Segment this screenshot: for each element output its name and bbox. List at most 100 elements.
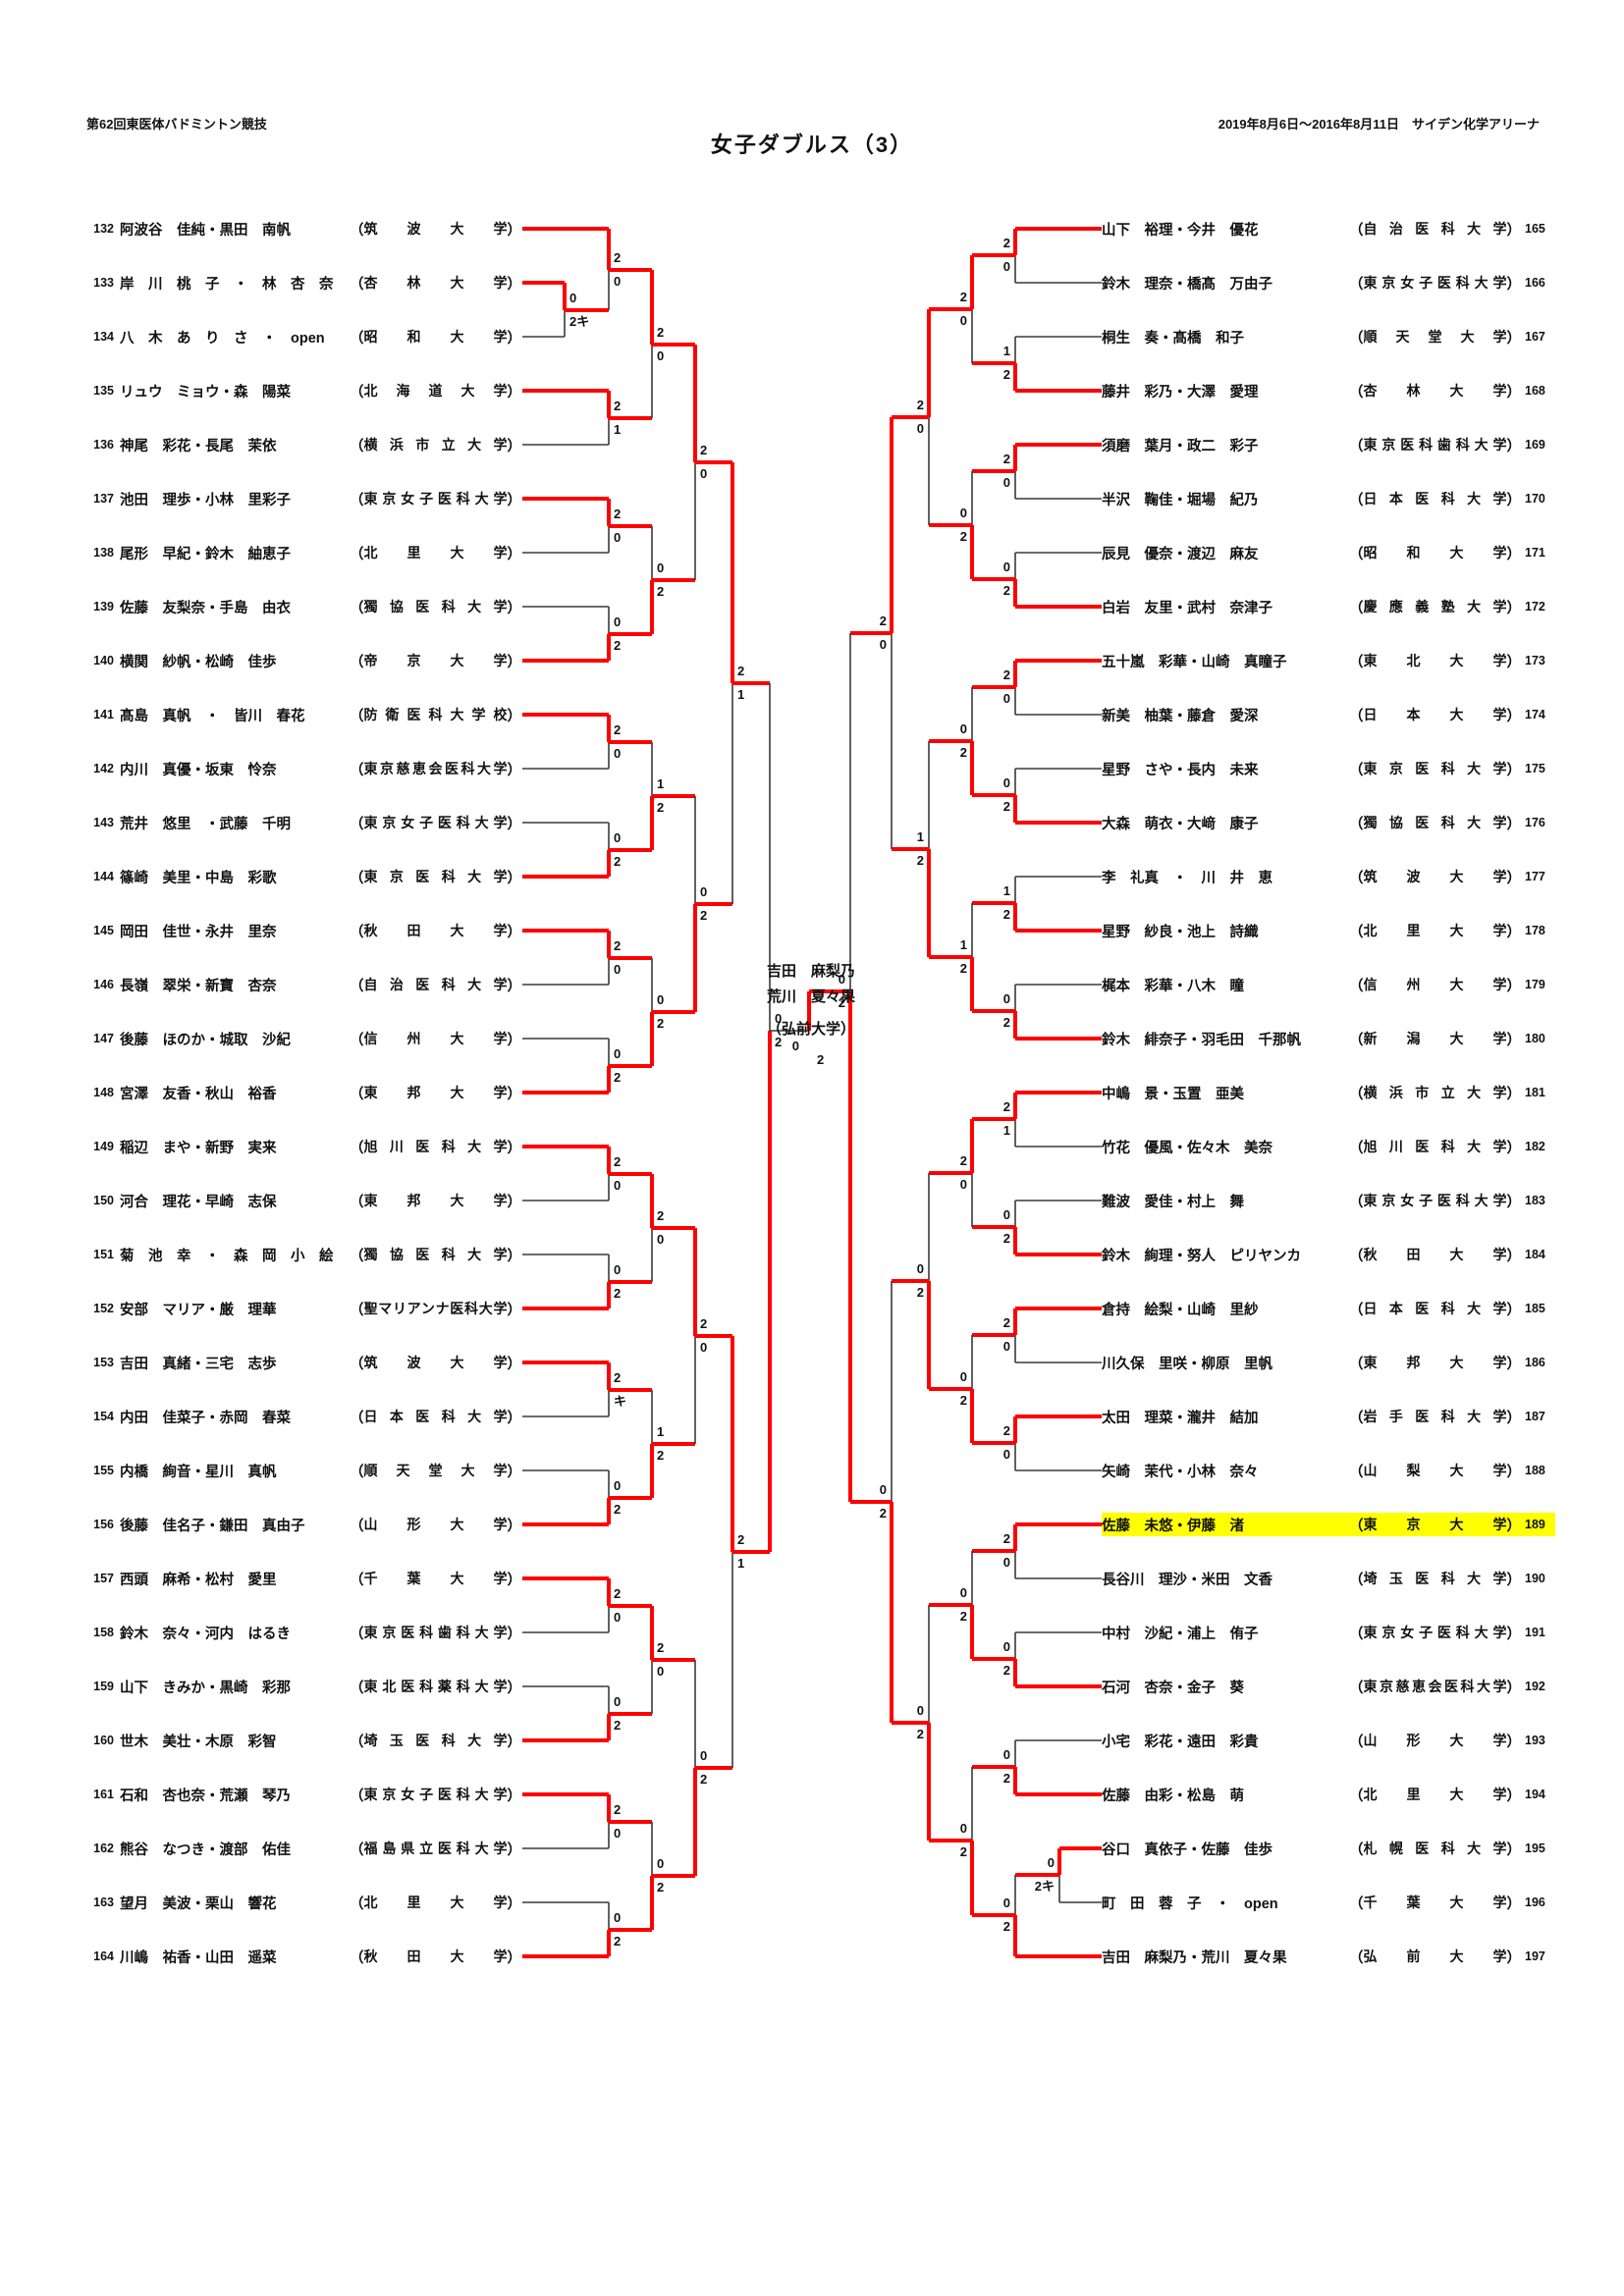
entry-players: 川久保 里咲・柳原 里帆	[1102, 1356, 1272, 1372]
entry-school: （獨協医科大学）	[350, 1247, 521, 1264]
entry-players: 星野 紗良・池上 詩織	[1102, 924, 1259, 940]
match-score: 0	[1002, 1555, 1010, 1570]
bracket-entry-155: 155 内橋 絢音・星川 真帆 （順天堂大学）	[84, 1459, 522, 1482]
match-score: 0	[614, 1262, 622, 1277]
entry-players: 五十嵐 彩華・山崎 真瞳子	[1102, 654, 1287, 670]
entry-number: 190	[1525, 1572, 1545, 1585]
match-score: 2	[737, 664, 745, 678]
entry-number: 177	[1525, 870, 1545, 883]
match-score: 2	[1002, 1531, 1010, 1546]
entry-school: （千葉大学）	[350, 1571, 521, 1588]
bracket-entry-137: 137 池田 理歩・小林 里彩子 （東京女子医科大学）	[84, 487, 522, 510]
match-score: 2	[959, 961, 967, 976]
entry-number: 161	[93, 1788, 114, 1801]
entry-school: （秋田大学）	[1349, 1247, 1521, 1264]
entry-number: 183	[1525, 1194, 1545, 1207]
entry-school: （昭和大学）	[1349, 545, 1521, 562]
bracket-entry-175: 星野 さや・長内 未来 （東京医科大学） 175	[1102, 757, 1555, 780]
entry-school: （東北大学）	[1349, 653, 1521, 670]
entry-players: 長谷川 理沙・米田 文香	[1102, 1572, 1272, 1588]
entry-school: （東京女子医科大学）	[1349, 1193, 1521, 1210]
match-score: 0	[1002, 1747, 1010, 1762]
entry-school: （東北医科薬科大学）	[350, 1679, 521, 1696]
bracket-entry-194: 佐藤 由彩・松島 萌 （北里大学） 194	[1102, 1783, 1555, 1806]
entry-players: 内川 真優・坂東 怜奈	[120, 762, 277, 778]
entry-players: 鈴木 理奈・橋髙 万由子	[1102, 276, 1272, 293]
entry-number: 191	[1525, 1626, 1545, 1639]
entry-players: 中嶋 景・玉置 亜美	[1102, 1086, 1244, 1102]
event-date-venue: 2019年8月6日～2016年8月11日 サイデン化学アリーナ	[1218, 117, 1540, 132]
match-score: 2	[959, 1609, 967, 1624]
entry-number: 171	[1525, 546, 1545, 560]
entry-players: 稲辺 まや・新野 実来	[120, 1140, 277, 1156]
bracket-entry-142: 142 内川 真優・坂東 怜奈 （東京慈恵会医科大学）	[84, 757, 522, 780]
match-score: 2	[1002, 1919, 1010, 1934]
match-score: 2	[879, 614, 887, 628]
match-score: 2	[959, 1393, 967, 1408]
match-score: 2	[614, 854, 622, 869]
entry-number: 153	[93, 1356, 114, 1369]
event-title: 第62回東医体バドミントン競技	[86, 117, 267, 132]
bracket-entry-169: 須磨 葉月・政二 彩子 （東京医科歯科大学） 169	[1102, 433, 1555, 456]
entry-players: 安部 マリア・厳 理華	[120, 1302, 277, 1318]
match-score: 0	[1002, 775, 1010, 790]
match-score: 0	[1002, 1339, 1010, 1354]
entry-number: 154	[93, 1410, 114, 1423]
bracket-entry-139: 139 佐藤 友梨奈・手島 由衣 （獨協医科大学）	[84, 595, 522, 618]
match-score: 2	[700, 1772, 708, 1787]
match-score: 1	[959, 937, 967, 952]
match-score: 1	[916, 829, 924, 844]
match-score: 2	[737, 1532, 745, 1547]
entry-school: （筑波大学）	[350, 1355, 521, 1372]
bracket-entry-165: 山下 裕理・今井 優花 （自治医科大学） 165	[1102, 217, 1555, 240]
entry-school: （旭川医科大学）	[1349, 1139, 1521, 1156]
entry-players: 谷口 真依子・佐藤 佳歩	[1102, 1842, 1272, 1858]
match-score: 0	[1002, 1207, 1010, 1222]
entry-school: （東京慈恵会医科大学）	[350, 761, 521, 778]
bracket-entry-153: 153 吉田 真緒・三宅 志歩 （筑波大学）	[84, 1351, 522, 1374]
match-score: 0	[959, 1177, 967, 1192]
match-score: 0	[1002, 560, 1010, 574]
entry-players: 荒井 悠里 ・武藤 千明	[120, 816, 291, 832]
bracket-entry-180: 鈴木 緋奈子・羽毛田 千那帆 （新潟大学） 180	[1102, 1027, 1555, 1050]
final-score-left: 0	[791, 1039, 799, 1053]
bracket-entry-133: 133 岸 川 桃 子 ・ 林 杏 奈 （杏林大学）	[84, 271, 522, 294]
bracket-entry-136: 136 神尾 彩花・長尾 茉依 （横浜市立大学）	[84, 433, 522, 456]
entry-number: 169	[1525, 438, 1545, 452]
entry-number: 151	[93, 1248, 114, 1261]
entry-number: 149	[93, 1140, 114, 1153]
entry-players: 世木 美壮・木原 彩智	[120, 1734, 277, 1750]
match-score: 0	[838, 972, 845, 987]
match-score: 2	[1002, 583, 1010, 598]
entry-number: 194	[1525, 1788, 1545, 1801]
entry-school: （北里大学）	[350, 545, 521, 562]
match-score: 0	[614, 530, 622, 545]
entry-number: 187	[1525, 1410, 1545, 1423]
match-score: 0	[1002, 1896, 1010, 1910]
bracket-entry-173: 五十嵐 彩華・山崎 真瞳子 （東北大学） 173	[1102, 649, 1555, 672]
entry-number: 142	[93, 762, 114, 775]
bracket-entry-150: 150 河合 理花・早崎 志保 （東邦大学）	[84, 1189, 522, 1212]
bracket-entry-151: 151 菊 池 幸 ・ 森 岡 小 絵 （獨協医科大学）	[84, 1243, 522, 1266]
entry-number: 184	[1525, 1248, 1545, 1261]
match-score: 0	[614, 274, 622, 289]
bracket-entry-195: 谷口 真依子・佐藤 佳歩 （札幌医科大学） 195	[1102, 1837, 1555, 1860]
match-score: 0	[1047, 1855, 1055, 1870]
entry-number: 150	[93, 1194, 114, 1207]
entry-players: 岸 川 桃 子 ・ 林 杏 奈	[120, 276, 334, 293]
match-score: 0	[775, 1011, 783, 1026]
entry-number: 186	[1525, 1356, 1545, 1369]
entry-players: 小宅 彩花・遠田 彩貴	[1102, 1734, 1259, 1750]
match-score: 0	[1002, 1447, 1010, 1462]
entry-school: （東京医科大学）	[350, 869, 521, 886]
bracket-entry-184: 鈴木 絢理・努人 ピリヤンカ （秋田大学） 184	[1102, 1243, 1555, 1266]
entry-number: 139	[93, 600, 114, 614]
champion-box: 吉田 麻梨乃 荒川 夏々果 （弘前大学）	[727, 964, 895, 1047]
bracket-entry-160: 160 世木 美壮・木原 彩智 （埼玉医科大学）	[84, 1729, 522, 1752]
entry-players: 吉田 麻梨乃・荒川 夏々果	[1102, 1949, 1287, 1966]
match-score: 2	[657, 325, 665, 340]
match-score: 0	[700, 884, 708, 899]
match-score: 0	[700, 1748, 708, 1763]
entry-number: 189	[1525, 1518, 1545, 1531]
